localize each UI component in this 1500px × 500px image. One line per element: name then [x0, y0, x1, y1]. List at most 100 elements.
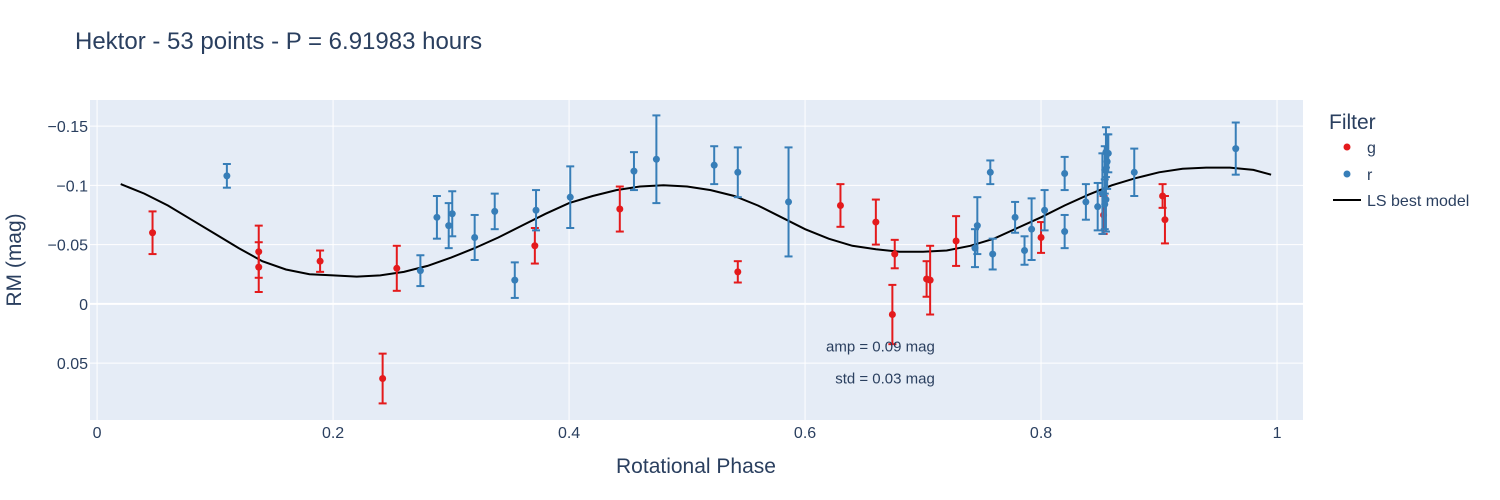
y-tick-label: −0.1 — [56, 178, 88, 195]
marker — [1061, 169, 1069, 177]
marker — [531, 242, 539, 250]
annotation-text: amp = 0.09 mag — [826, 339, 935, 356]
y-axis: −0.15 −0.1 −0.05 0 0.05 — [48, 119, 89, 373]
x-axis-title: Rotational Phase — [616, 455, 776, 478]
marker — [652, 155, 660, 163]
y-tick-label: −0.15 — [48, 119, 89, 136]
marker — [926, 276, 934, 284]
marker — [1094, 203, 1102, 211]
data-point-r — [1060, 155, 1069, 192]
data-point-r — [986, 159, 995, 186]
data-point-r — [1060, 213, 1069, 250]
marker — [532, 206, 540, 214]
data-point-r — [490, 192, 499, 231]
data-point-r — [652, 114, 661, 205]
legend-label-r: r — [1367, 167, 1373, 184]
data-point-r — [629, 151, 638, 192]
legend-title: Filter — [1329, 111, 1376, 134]
marker — [952, 237, 960, 245]
marker — [785, 198, 793, 206]
data-point-r — [470, 213, 479, 261]
marker — [255, 263, 263, 271]
marker — [491, 207, 499, 215]
data-point-g — [1160, 195, 1169, 245]
marker — [379, 375, 387, 383]
marker — [1104, 149, 1112, 157]
x-tick-label: 0.8 — [1030, 425, 1052, 442]
marker — [1021, 247, 1029, 255]
marker — [1161, 216, 1169, 224]
legend-item-g[interactable]: g — [1343, 140, 1376, 157]
data-point-r — [1093, 181, 1102, 232]
marker — [836, 201, 844, 209]
marker — [1102, 196, 1110, 204]
marker — [1037, 233, 1045, 241]
legend-marker-r — [1343, 170, 1351, 178]
data-point-r — [973, 196, 982, 256]
data-point-r — [532, 189, 541, 232]
data-point-g — [615, 185, 624, 233]
x-tick-label: 1 — [1273, 425, 1282, 442]
data-point-r — [1040, 189, 1049, 232]
legend[interactable]: Filter g r LS best model — [1329, 111, 1469, 210]
marker — [986, 168, 994, 176]
y-tick-label: 0.05 — [57, 356, 88, 373]
legend-item-r[interactable]: r — [1343, 167, 1374, 184]
annotations: amp = 0.09 mag std = 0.03 mag — [826, 339, 935, 388]
marker — [1232, 145, 1240, 153]
data-point-r — [710, 145, 719, 186]
data-point-g — [392, 244, 401, 292]
marker — [872, 218, 880, 226]
marker — [566, 193, 574, 201]
grid — [90, 100, 1303, 420]
x-tick-label: 0.4 — [558, 425, 580, 442]
data-point-r — [510, 261, 519, 299]
legend-label-g: g — [1367, 140, 1376, 157]
marker — [416, 267, 424, 275]
y-tick-label: 0 — [79, 297, 88, 314]
marker — [223, 172, 231, 180]
marker — [734, 168, 742, 176]
data-point-r — [1231, 121, 1240, 176]
data-point-g — [926, 244, 935, 316]
data-point-r — [416, 254, 425, 288]
x-tick-label: 0.2 — [322, 425, 344, 442]
data-point-g — [733, 260, 742, 284]
data-point-r — [1027, 197, 1036, 261]
marker — [891, 250, 899, 258]
model-curve — [120, 166, 1272, 278]
marker — [973, 222, 981, 230]
marker — [1061, 228, 1069, 236]
plot-area — [90, 100, 1303, 420]
data-point-r — [988, 237, 997, 271]
data-point-r — [448, 190, 457, 238]
y-axis-title: RM (mag) — [3, 213, 26, 306]
y-tick-label: −0.05 — [48, 238, 89, 255]
marker — [393, 264, 401, 272]
marker — [1103, 158, 1111, 166]
data-point-r — [566, 165, 575, 229]
marker — [989, 250, 997, 258]
marker — [511, 276, 519, 284]
marker — [433, 213, 441, 221]
marker — [1041, 206, 1049, 214]
data-point-r — [1020, 235, 1029, 266]
x-axis: 0 0.2 0.4 0.6 0.8 1 — [93, 425, 1282, 442]
data-point-g — [316, 249, 325, 273]
data-point-g — [836, 183, 845, 228]
data-point-g — [254, 241, 263, 293]
legend-marker-g — [1343, 143, 1351, 151]
marker — [471, 233, 479, 241]
marker — [316, 257, 324, 265]
data-point-g — [888, 283, 897, 346]
data-point-r — [1081, 183, 1090, 221]
model-layer — [120, 166, 1272, 278]
marker — [1130, 168, 1138, 176]
legend-item-model[interactable]: LS best model — [1333, 193, 1469, 210]
data-point-r — [222, 163, 231, 189]
points-layer — [148, 114, 1240, 405]
data-point-g — [378, 352, 387, 405]
data-point-r — [432, 195, 441, 240]
x-tick-label: 0.6 — [794, 425, 816, 442]
